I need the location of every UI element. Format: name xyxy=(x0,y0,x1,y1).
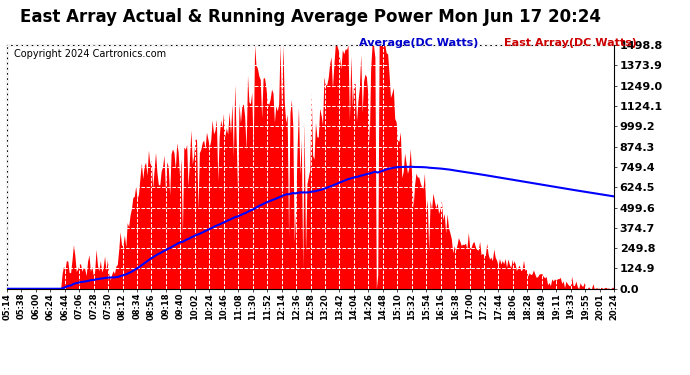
Text: East Array Actual & Running Average Power Mon Jun 17 20:24: East Array Actual & Running Average Powe… xyxy=(20,8,601,26)
Text: Average(DC Watts): Average(DC Watts) xyxy=(359,38,478,48)
Text: East Array(DC Watts): East Array(DC Watts) xyxy=(504,38,637,48)
Text: Copyright 2024 Cartronics.com: Copyright 2024 Cartronics.com xyxy=(14,49,166,59)
